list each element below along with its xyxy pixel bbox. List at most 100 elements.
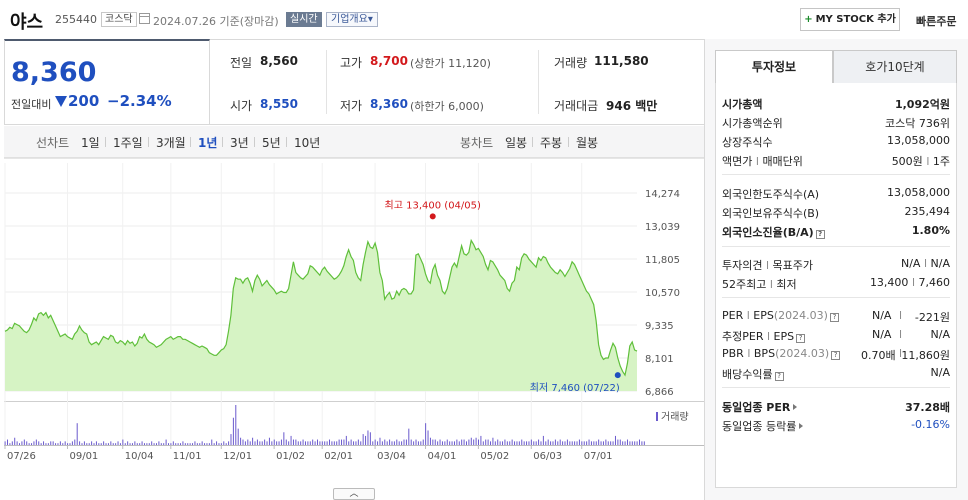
x-tick-label: 03/04 (377, 451, 406, 462)
target-price-label: 목표주가 (772, 259, 814, 272)
sector-change-label[interactable]: 동일업종 등락률 (722, 418, 804, 434)
per-value: N/A (872, 309, 892, 322)
volume-bar (146, 443, 148, 445)
x-tick-label: 06/03 (533, 451, 562, 462)
volume-bar (465, 441, 467, 445)
volume-bar (110, 441, 112, 445)
volume-bar (362, 434, 364, 445)
volume-bar (639, 439, 641, 445)
volume-bar (9, 443, 11, 445)
volume-bar (526, 441, 528, 445)
volume-bar (33, 441, 35, 445)
volume-bar (100, 443, 102, 445)
realtime-badge[interactable]: 실시간 (286, 12, 322, 27)
eps-label: EPS (753, 309, 774, 322)
divider (722, 387, 950, 388)
volume-bar (165, 439, 167, 445)
help-icon[interactable]: ? (796, 334, 806, 343)
volume-bar (540, 441, 542, 445)
add-mystock-button[interactable]: + MY STOCK 추가 (800, 8, 900, 31)
price-chart-svg[interactable]: 14,274 13,039 11,805 10,570 9,335 8,101 6,866 0… (4, 158, 704, 500)
y-tick-label: 13,039 (645, 222, 680, 233)
volume-bar (365, 435, 367, 445)
volume-bar (55, 443, 57, 445)
volume-bar (377, 441, 379, 445)
volume-bar (432, 439, 434, 445)
tab-orderbook[interactable]: 호가10단계 (833, 50, 957, 84)
volume-bar (319, 441, 321, 445)
volume-bar (237, 428, 239, 445)
volume-bar (336, 441, 338, 445)
volume-bar (379, 437, 381, 445)
period-1d[interactable]: 1일 (81, 136, 100, 150)
volume-bar (511, 439, 513, 445)
volume-bar (57, 443, 59, 445)
volume-bar (50, 441, 52, 445)
price-chart[interactable]: 14,274 13,039 11,805 10,570 9,335 8,101 6,866 0… (4, 158, 704, 500)
volume-bar (86, 443, 88, 445)
down-arrow-icon (55, 96, 67, 107)
volume-bar (177, 443, 179, 445)
volume-bar (148, 443, 150, 445)
trade-unit-label: 매매단위 (762, 155, 803, 168)
volume-bar (168, 443, 170, 445)
tab-investment-info[interactable]: 투자정보 (715, 50, 833, 84)
x-tick-label: 12/01 (223, 451, 252, 462)
volume-bar (429, 437, 431, 445)
par-unit-label: 액면가 l 매매단위 (722, 153, 803, 169)
candle-chart-label: 봉차트 (460, 136, 494, 150)
value-separator: l (926, 155, 930, 168)
quick-order-link[interactable]: 빠른주문 (916, 15, 957, 28)
volume-bar (403, 439, 405, 445)
help-icon[interactable]: ? (831, 351, 841, 360)
help-icon[interactable]: ? (829, 313, 839, 322)
period-5y[interactable]: 5년 (262, 136, 281, 150)
candle-weekly[interactable]: 주봉 (540, 136, 563, 150)
volume-bar (492, 437, 494, 445)
volume-bar (372, 441, 374, 445)
volume-bar (312, 439, 314, 445)
volume-bar (586, 441, 588, 445)
volume-bar (26, 441, 28, 445)
volume-bar (550, 441, 552, 445)
sector-per-label[interactable]: 동일업종 PER (722, 399, 798, 415)
par-label: 액면가 (722, 155, 753, 168)
chart-collapse-handle[interactable]: ︿ (333, 488, 375, 500)
volume-bar (129, 443, 131, 445)
volume-bar (566, 439, 568, 445)
volume-bar (105, 443, 107, 445)
volume-bar (115, 443, 117, 445)
divider (722, 174, 950, 175)
volume-bar (617, 439, 619, 445)
volume-bar (420, 441, 422, 445)
volume-bar (180, 443, 182, 445)
volume-bar (59, 441, 61, 445)
candle-monthly[interactable]: 월봉 (576, 136, 599, 150)
candle-daily[interactable]: 일봉 (505, 136, 528, 150)
market-cap-rank-value: 코스닥 736위 (885, 117, 950, 130)
volume-bar (240, 437, 242, 445)
help-icon[interactable]: ? (774, 372, 784, 381)
volume-bar (182, 441, 184, 445)
divider (222, 137, 223, 147)
volume-bar (595, 441, 597, 445)
period-10y[interactable]: 10년 (294, 136, 321, 150)
volume-bar (74, 439, 76, 445)
period-1w[interactable]: 1주일 (113, 136, 143, 150)
change-percent: −2.34% (107, 92, 172, 110)
volume-bar (343, 439, 345, 445)
volume-bar (355, 441, 357, 445)
volume-bar (345, 435, 347, 445)
divider (105, 137, 106, 147)
volume-bar (31, 443, 33, 445)
period-3m[interactable]: 3개월 (156, 136, 186, 150)
help-icon[interactable]: ? (815, 230, 825, 239)
volume-bar (247, 439, 249, 445)
volume-bar (629, 441, 631, 445)
company-info-dropdown[interactable]: 기업개요▾ (326, 12, 378, 27)
value-separator: l (911, 276, 915, 289)
value-separator: l (923, 257, 928, 270)
volume-bar (95, 441, 97, 445)
period-3y[interactable]: 3년 (230, 136, 249, 150)
period-1y[interactable]: 1년 (198, 136, 218, 150)
